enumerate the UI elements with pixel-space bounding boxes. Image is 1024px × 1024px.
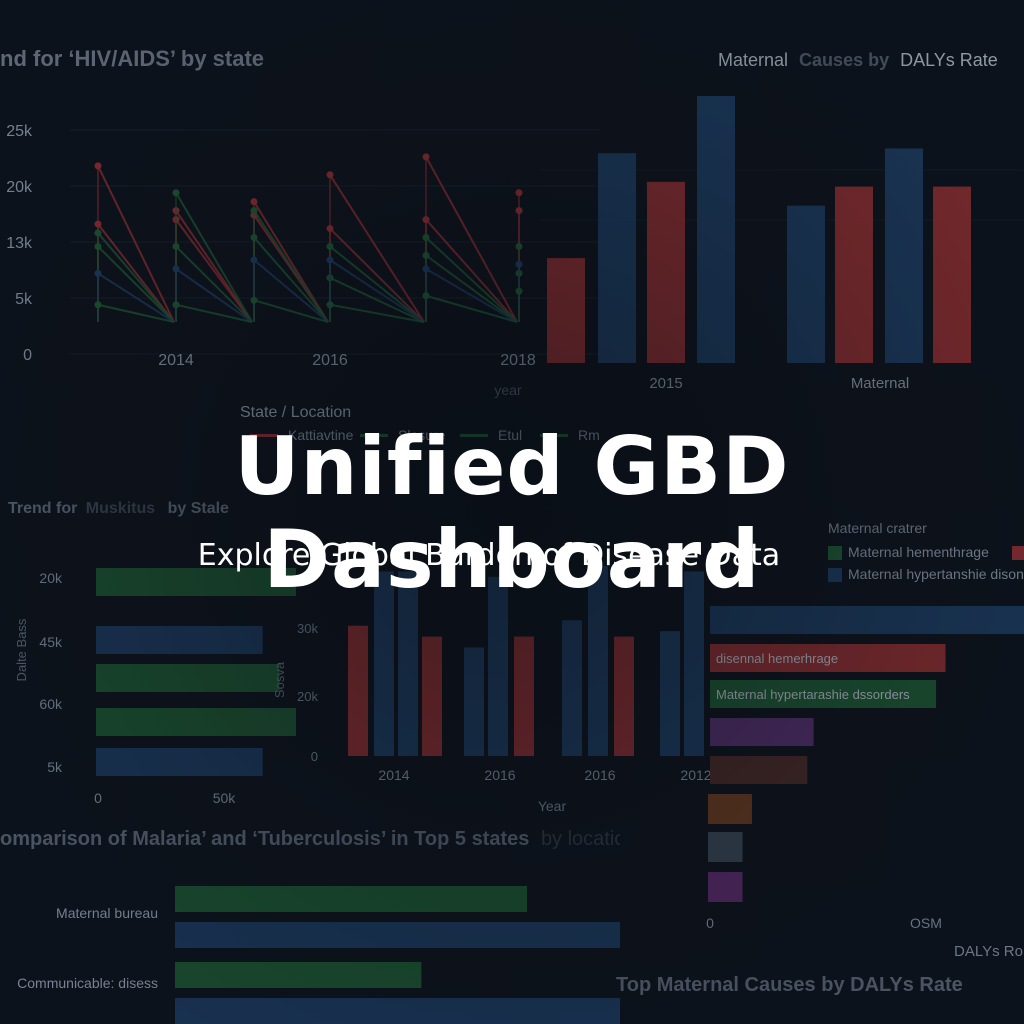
malaria-tb-chart: omparison of Malaria’ and ‘Tuberculosis’… — [0, 820, 620, 1024]
yearly-bar — [348, 625, 368, 756]
top-maternal-title: Top Maternal Causes by DALYs Rate — [616, 974, 963, 996]
state-y-tick: 60k — [39, 696, 63, 712]
top-maternal-bar — [708, 794, 752, 824]
maternal-x-tick: Maternal — [851, 375, 909, 392]
yearly-bar — [422, 636, 442, 756]
hiv-line-plot: 25k 20k 13k 5k 0 2014 2016 2018 year — [6, 123, 600, 398]
yearly-bar — [374, 571, 394, 756]
top-maternal-bar-label: Maternal hypertarashie dssorders — [716, 687, 910, 702]
yearly-bar — [488, 576, 508, 756]
state-x-tick: 50k — [213, 790, 237, 806]
hiv-legend-marker — [460, 434, 488, 437]
hiv-point — [515, 189, 523, 197]
maternal-x-tick: 2015 — [649, 375, 682, 392]
hiv-legend-marker — [540, 434, 568, 437]
top-maternal-bar — [708, 832, 743, 862]
malaria-tb-bar-plot: Maternal bureau Communicable: disess — [17, 886, 620, 1024]
hiv-series-line — [253, 210, 329, 323]
top-maternal-bar — [710, 718, 814, 746]
top-maternal-x-tick: 0 — [706, 915, 714, 931]
top-maternal-bar — [708, 872, 743, 902]
maternal-bar — [787, 205, 825, 363]
yearly-y-axis-label: Sosva — [272, 661, 287, 698]
state-y-axis-label: Dalte Bass — [14, 618, 29, 681]
hiv-x-tick: 2016 — [312, 352, 348, 369]
state-bar — [96, 626, 263, 654]
top-maternal-x-tick: OSM — [910, 915, 942, 931]
yearly-y-tick: 30k — [297, 621, 318, 636]
hiv-legend-marker — [250, 434, 278, 437]
state-bar — [96, 664, 280, 692]
maternal-bar — [933, 186, 971, 363]
top-maternal-bar-plot: disennal hemerhrage Maternal hypertarashi… — [706, 606, 1024, 960]
malaria-tb-category-label: Communicable: disess — [17, 975, 158, 991]
hiv-series-line — [425, 254, 518, 323]
top-maternal-bar — [710, 606, 1024, 634]
yearly-x-tick: 2016 — [484, 767, 515, 783]
malaria-tb-category-label: Maternal bureau — [56, 905, 158, 921]
hiv-y-tick: 13k — [6, 235, 33, 252]
maternal-bar — [697, 96, 735, 363]
yearly-y-tick: 20k — [297, 689, 318, 704]
state-y-tick: 20k — [39, 570, 63, 586]
malaria-tb-bar — [175, 886, 527, 912]
hiv-legend-title: State / Location — [240, 404, 352, 421]
maternal-bar — [547, 258, 585, 363]
hiv-point — [515, 287, 523, 295]
hiv-point — [515, 242, 523, 250]
hiv-series-line — [425, 218, 518, 323]
state-x-tick: 0 — [94, 790, 102, 806]
malaria-tb-bar — [175, 922, 620, 948]
hiv-y-tick: 0 — [23, 347, 32, 364]
hiv-x-axis-label: year — [494, 382, 522, 398]
state-y-tick: 5k — [47, 759, 63, 775]
maternal-bar — [647, 181, 685, 363]
hiv-trend-chart: nd for ‘HIV/AIDS’ by state 25k 20k 13k 5k 0 2… — [0, 0, 600, 460]
hiv-series-line — [425, 156, 518, 323]
yearly-x-tick: 2014 — [378, 767, 409, 783]
malaria-tb-bar — [175, 962, 422, 988]
top-maternal-bar-label: disennal hemerhrage — [716, 651, 838, 666]
maternal-bar — [885, 148, 923, 363]
hiv-series-line — [97, 232, 175, 323]
hiv-legend-label: Etul — [498, 427, 523, 443]
malaria-tb-bar — [175, 998, 620, 1024]
maternal-bar-plot: 2015 Maternal — [540, 96, 1024, 392]
yearly-bar — [514, 636, 534, 756]
yearly-bar — [398, 571, 418, 756]
maternal-causes-chart: Maternal Causes by DALYs Rate 2015 Matern… — [540, 0, 1024, 430]
hiv-legend-label: Slasure — [398, 427, 446, 443]
hiv-y-tick: 5k — [15, 291, 33, 308]
state-y-tick: 45k — [39, 634, 63, 650]
top-maternal-x-axis-label: DALYs Ro — [954, 943, 1023, 960]
hiv-x-tick: 2018 — [500, 352, 536, 369]
hiv-point — [515, 260, 523, 268]
hiv-series-line — [253, 236, 329, 323]
hiv-series-line — [97, 245, 175, 323]
hiv-legend-label: Kattiavtine — [288, 427, 354, 443]
maternal-bar — [835, 186, 873, 363]
yearly-y-tick: 0 — [311, 749, 318, 764]
maternal-bar — [598, 153, 636, 363]
yearly-x-axis-label: Year — [538, 798, 567, 814]
top-maternal-bar — [710, 756, 808, 784]
hiv-y-tick: 25k — [6, 123, 33, 140]
state-bar — [96, 748, 263, 776]
hiv-legend-marker — [360, 434, 388, 437]
top-maternal-chart: Maternal cratrer Maternal hementhrage Ma… — [600, 510, 1024, 1024]
yearly-bar — [562, 620, 582, 756]
yearly-bar — [464, 647, 484, 756]
hiv-x-tick: 2014 — [158, 352, 194, 369]
hiv-y-tick: 20k — [6, 179, 33, 196]
